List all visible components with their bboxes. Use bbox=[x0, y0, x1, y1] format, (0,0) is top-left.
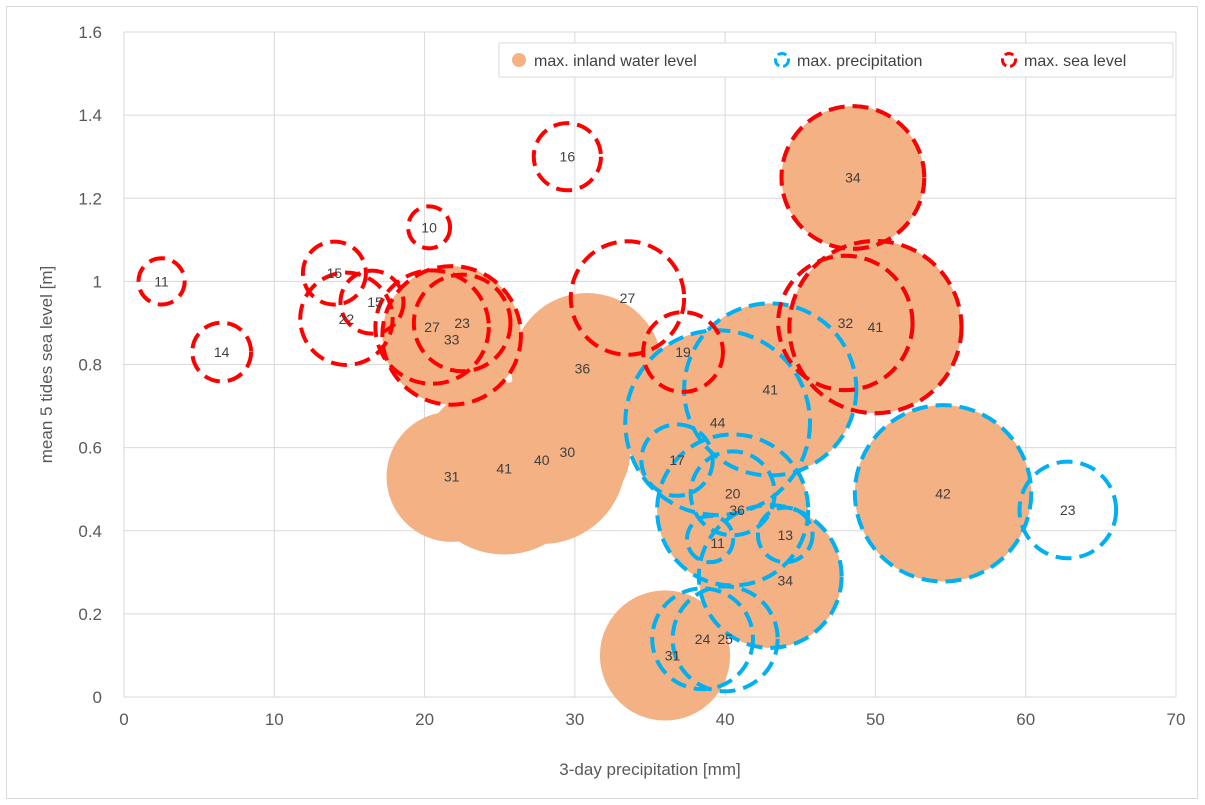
bubble-precipitation bbox=[670, 584, 780, 694]
bubble-precipitation bbox=[650, 586, 755, 692]
x-tick-label: 60 bbox=[1016, 710, 1035, 729]
legend-swatch-precip bbox=[774, 52, 790, 68]
bubble-sea-level bbox=[300, 239, 368, 307]
bubble-size-label: 15 bbox=[327, 265, 343, 281]
bubble-size-label: 13 bbox=[777, 527, 793, 543]
bubble-size-label: 16 bbox=[560, 149, 576, 165]
x-tick-label: 10 bbox=[265, 710, 284, 729]
bubble-size-label: 10 bbox=[421, 219, 437, 235]
bubble-size-label: 34 bbox=[845, 169, 861, 185]
bubble-size-label: 41 bbox=[868, 319, 884, 335]
bubble-sea-level bbox=[787, 238, 964, 416]
bubble-sea-level bbox=[190, 320, 254, 384]
bubble-size-label: 14 bbox=[214, 344, 230, 360]
y-tick-label: 0 bbox=[93, 688, 102, 707]
bubble-size-label: 34 bbox=[777, 573, 793, 589]
y-axis-title: mean 5 tides sea level [m] bbox=[37, 266, 56, 463]
y-tick-label: 1.4 bbox=[78, 106, 102, 125]
y-tick-label: 1.6 bbox=[78, 23, 102, 42]
y-tick-label: 0.2 bbox=[78, 605, 102, 624]
y-tick-label: 0.6 bbox=[78, 439, 102, 458]
bubble-precipitation bbox=[639, 422, 715, 498]
bubble-size-label: 25 bbox=[717, 631, 733, 647]
y-tick-label: 1 bbox=[93, 272, 102, 291]
x-tick-label: 70 bbox=[1167, 710, 1186, 729]
bubble-sea-level bbox=[776, 253, 915, 393]
bubble-sea-level bbox=[531, 121, 603, 193]
y-tick-label: 0.4 bbox=[78, 522, 102, 541]
bubble-size-label: 41 bbox=[496, 460, 512, 476]
bubble-sea-level bbox=[779, 104, 927, 251]
bubble-size-label: 20 bbox=[725, 485, 741, 501]
bubble-sea-level bbox=[568, 239, 687, 357]
bubble-size-label: 27 bbox=[620, 290, 636, 306]
bubble-sea-level bbox=[298, 270, 395, 367]
bubble-size-label: 44 bbox=[710, 415, 726, 431]
series-sea-level bbox=[136, 104, 964, 416]
x-tick-label: 50 bbox=[866, 710, 885, 729]
legend-swatch-inland bbox=[512, 53, 526, 67]
x-tick-label: 20 bbox=[415, 710, 434, 729]
bubble-inland bbox=[382, 266, 521, 405]
bubble-precipitation bbox=[696, 503, 844, 650]
bubble-size-label: 42 bbox=[935, 485, 951, 501]
bubble-size-label: 36 bbox=[729, 502, 745, 518]
legend-label-precip: max. precipitation bbox=[797, 53, 922, 70]
bubble-precipitation bbox=[1017, 459, 1119, 561]
legend: max. inland water level max. precipitati… bbox=[498, 42, 1174, 78]
bubble-size-label: 36 bbox=[575, 361, 591, 377]
bubble-inland bbox=[511, 293, 663, 445]
bubble-sea-level bbox=[338, 268, 406, 336]
bubble-size-label: 23 bbox=[1060, 502, 1076, 518]
bubble-sea-level bbox=[136, 256, 187, 307]
bubble-size-label: 40 bbox=[534, 452, 550, 468]
bubble-size-label: 11 bbox=[154, 273, 169, 289]
bubble-sea-level bbox=[373, 268, 491, 386]
bubble-inland bbox=[789, 240, 962, 414]
bubble-size-label: 19 bbox=[675, 344, 691, 360]
bubble-inland bbox=[854, 405, 1032, 582]
bubble-sea-level bbox=[411, 272, 513, 374]
x-tick-label: 0 bbox=[119, 710, 128, 729]
bubble-size-label: 27 bbox=[424, 319, 440, 335]
y-tick-label: 1.2 bbox=[78, 189, 102, 208]
bubble-size-label: 30 bbox=[560, 444, 576, 460]
x-tick-label: 40 bbox=[716, 710, 735, 729]
legend-box bbox=[498, 42, 1174, 78]
bubble-size-label: 24 bbox=[695, 631, 711, 647]
bubble-precipitation bbox=[655, 432, 811, 588]
bubble-sea-level bbox=[380, 264, 523, 407]
y-tick-label: 0.8 bbox=[78, 356, 102, 375]
legend-swatch-sea bbox=[1001, 52, 1017, 68]
bubble-size-label: 22 bbox=[339, 311, 355, 327]
bubble-size-label: 31 bbox=[665, 647, 681, 663]
x-axis-title: 3-day precipitation [mm] bbox=[559, 760, 740, 779]
bubble-size-label: 17 bbox=[669, 452, 685, 468]
legend-label-inland: max. inland water level bbox=[534, 53, 697, 70]
bubble-size-label: 15 bbox=[367, 294, 383, 310]
x-tick-label: 30 bbox=[565, 710, 584, 729]
bubble-precipitation bbox=[852, 403, 1034, 584]
legend-label-sea: max. sea level bbox=[1024, 53, 1126, 70]
bubble-size-label: 11 bbox=[710, 535, 725, 551]
bubble-size-label: 32 bbox=[838, 315, 854, 331]
bubble-size-label: 41 bbox=[762, 381, 778, 397]
bubble-precipitation bbox=[682, 301, 859, 478]
bubble-size-label: 33 bbox=[444, 332, 460, 348]
bubble-sea-level bbox=[641, 310, 725, 394]
axis-ticks: 0 10 20 30 40 50 60 70 0 0.2 0.4 0.6 0.8 1 1.2 1.4 1.6 bbox=[78, 23, 1185, 729]
chart-frame bbox=[6, 6, 1198, 799]
bubble-size-label: 23 bbox=[454, 315, 470, 331]
bubble-sea-level bbox=[406, 204, 453, 251]
bubble-size-label: 31 bbox=[444, 469, 460, 485]
bubble-inland bbox=[781, 106, 925, 249]
